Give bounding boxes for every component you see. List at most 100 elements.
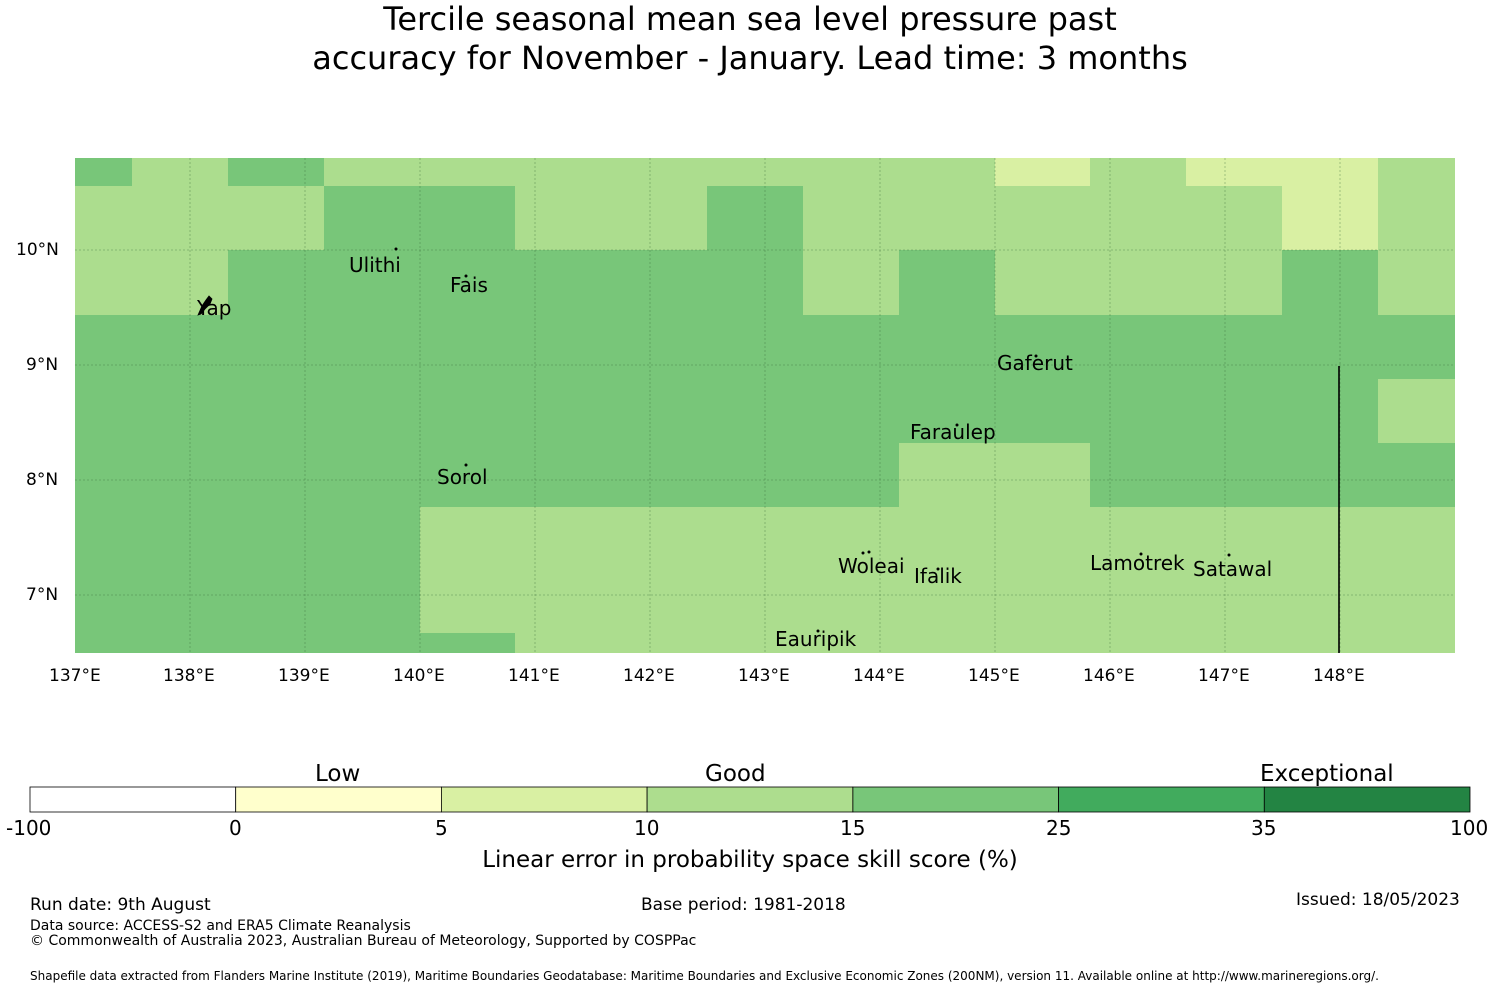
skill-grid — [75, 158, 1455, 653]
lon-label: 148°E — [1313, 666, 1365, 686]
sorol-island-shape — [464, 463, 468, 467]
grid-cell — [803, 186, 1282, 250]
grid-cell — [75, 443, 899, 507]
colorbar-tick: 5 — [435, 816, 448, 840]
grid-cell — [75, 379, 1378, 443]
colorbar-segment — [235, 786, 442, 813]
colorbar-segment — [1058, 786, 1265, 813]
colorbar-segment — [29, 786, 237, 813]
graticule — [75, 158, 1455, 653]
grid-cell — [228, 250, 803, 315]
grid-cell — [1378, 158, 1455, 186]
place-label-sorol: Sorol — [437, 465, 488, 489]
place-label-gaferut: Gaferut — [997, 351, 1073, 375]
grid-cell — [324, 158, 995, 186]
colorbar-segment — [646, 786, 854, 813]
grid-cell — [803, 250, 899, 315]
lon-label: 147°E — [1198, 666, 1250, 686]
title-line-2: accuracy for November - January. Lead ti… — [312, 39, 1188, 77]
lat-label: 7°N — [26, 585, 59, 605]
woleai-island-shape — [867, 550, 871, 554]
grid-cell — [1186, 158, 1378, 186]
satawal-island-shape — [1227, 553, 1231, 557]
shapefile-credit: Shapefile data extracted from Flanders M… — [30, 969, 1379, 983]
base-period: Base period: 1981-2018 — [641, 895, 846, 915]
lon-label: 142°E — [623, 666, 675, 686]
lat-label: 9°N — [26, 355, 59, 375]
title-line-1: Tercile seasonal mean sea level pressure… — [383, 0, 1117, 38]
colorbar-segment — [852, 786, 1060, 813]
grid-cell — [1282, 250, 1378, 315]
lon-label: 146°E — [1083, 666, 1135, 686]
grid-cell — [707, 186, 803, 250]
map-title: Tercile seasonal mean sea level pressure… — [0, 0, 1500, 78]
place-label-woleai: Woleai — [838, 554, 905, 578]
colorbar-category-exceptional: Exceptional — [1260, 761, 1394, 787]
grid-cell — [1378, 250, 1455, 315]
grid-cell — [515, 633, 1455, 653]
lon-label: 143°E — [738, 666, 790, 686]
faraulep-island-shape — [955, 423, 959, 427]
colorbar-tick: -100 — [6, 816, 52, 840]
issued-date: Issued: 18/05/2023 — [1296, 890, 1460, 910]
grid-cell — [1282, 186, 1378, 250]
fais-island-shape — [464, 274, 468, 278]
data-source: Data source: ACCESS-S2 and ERA5 Climate … — [30, 918, 411, 934]
colorbar-tick: 0 — [229, 816, 242, 840]
copyright: © Commonwealth of Australia 2023, Austra… — [30, 933, 697, 949]
grid-cell — [995, 250, 1282, 315]
grid-cell — [1378, 379, 1455, 443]
grid-cell — [75, 315, 1455, 379]
eauripik-island-shape — [816, 629, 820, 633]
grid-cell — [1090, 443, 1455, 507]
grid-cell — [75, 507, 420, 633]
colorbar — [29, 786, 1471, 813]
lon-label: 144°E — [853, 666, 905, 686]
colorbar-segment — [1263, 786, 1471, 813]
colorbar-tick: 15 — [840, 816, 866, 840]
place-label-ifalik: Ifalik — [914, 564, 962, 588]
colorbar-label: Linear error in probability space skill … — [482, 847, 1018, 873]
grid-cell — [75, 633, 420, 653]
grid-cell — [228, 158, 324, 186]
colorbar-tick: 35 — [1251, 816, 1277, 840]
colorbar-segment — [440, 786, 648, 813]
lat-label: 10°N — [16, 240, 59, 260]
lon-label: 141°E — [508, 666, 560, 686]
colorbar-tick: 10 — [634, 816, 660, 840]
place-label-lamotrek: Lamotrek — [1090, 551, 1185, 575]
place-label-ulithi: Ulithi — [349, 253, 401, 277]
colorbar-tick: 100 — [1450, 816, 1489, 840]
island-shapes — [197, 247, 1231, 633]
lon-label: 138°E — [163, 666, 215, 686]
lon-label: 139°E — [278, 666, 330, 686]
ulithi-island-shape — [394, 247, 398, 251]
colorbar-category-low: Low — [315, 761, 361, 787]
grid-cell — [75, 186, 324, 250]
colorbar-tick: 25 — [1046, 816, 1072, 840]
lat-label: 8°N — [26, 470, 59, 490]
place-label-fais: Fais — [450, 273, 488, 297]
grid-cell — [899, 443, 1090, 507]
grid-cell — [515, 186, 707, 250]
grid-cell — [132, 158, 228, 186]
place-label-faraulep: Faraulep — [910, 420, 996, 444]
place-label-satawal: Satawal — [1193, 557, 1273, 581]
gaferut-island-shape — [1034, 354, 1038, 358]
yap-island-shape — [197, 295, 213, 316]
grid-cell — [1378, 186, 1455, 250]
woleai-island-shape — [861, 551, 865, 555]
grid-cell — [75, 158, 132, 186]
grid-cell — [420, 633, 515, 653]
grid-cell — [899, 250, 995, 315]
lon-label: 137°E — [49, 666, 101, 686]
grid-cell — [324, 186, 515, 250]
lamotrek-island-shape — [1139, 552, 1143, 556]
run-date: Run date: 9th August — [30, 895, 211, 915]
lon-label: 140°E — [393, 666, 445, 686]
place-label-yap: Yap — [197, 296, 232, 320]
grid-cell — [995, 158, 1090, 186]
ifalik-island-shape — [936, 567, 940, 571]
grid-cell — [75, 250, 228, 315]
